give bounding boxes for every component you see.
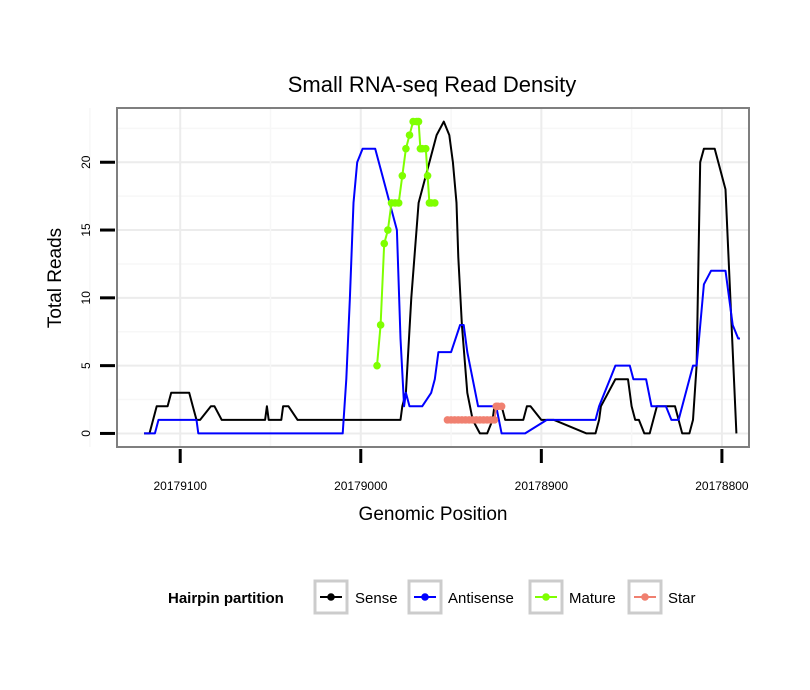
legend-label: Antisense: [448, 590, 514, 607]
x-axis: 20179100 20179000 20178900 20178800: [154, 449, 749, 493]
legend-label: Sense: [355, 590, 398, 607]
legend-key-point: [641, 593, 649, 601]
plot-panel: [117, 108, 749, 447]
legend-item-sense: Sense: [313, 579, 398, 615]
plot-border: [116, 107, 750, 448]
y-tick-label: 10: [79, 291, 93, 305]
data-point: [376, 321, 385, 329]
series-star: [443, 402, 506, 424]
y-axis: 0 5 10 15 20: [79, 155, 115, 437]
series-sense: [144, 120, 738, 435]
data-point: [405, 131, 414, 139]
chart-title: Small RNA-seq Read Density: [288, 72, 577, 97]
legend-label: Star: [668, 590, 696, 607]
data-point: [398, 172, 407, 180]
legend-key-point: [542, 593, 550, 601]
data-point: [414, 117, 423, 126]
series-antisense: [144, 147, 740, 435]
series-line-antisense: [144, 147, 740, 435]
data-point: [402, 144, 410, 153]
legend: Hairpin partition Sense Antisense Mature St…: [168, 579, 696, 615]
legend-key-point: [421, 593, 429, 601]
data-point: [490, 416, 499, 424]
x-tick-label: 20179100: [154, 479, 208, 493]
x-tick-label: 20178800: [695, 479, 749, 493]
x-axis-title: Genomic Position: [359, 504, 508, 525]
y-axis-title: Total Reads: [45, 228, 66, 328]
x-tick-label: 20178900: [515, 479, 569, 493]
data-point: [421, 144, 430, 153]
legend-title: Hairpin partition: [168, 590, 284, 607]
data-point: [431, 199, 439, 207]
x-tick-label: 20179000: [334, 479, 388, 493]
y-tick-label: 5: [79, 362, 93, 369]
series-line-sense: [144, 120, 738, 435]
series-layer: [144, 117, 740, 435]
data-point: [394, 199, 403, 207]
legend-label: Mature: [569, 590, 616, 607]
y-tick-label: 20: [79, 155, 93, 169]
legend-item-star: Star: [627, 579, 696, 615]
data-point: [380, 239, 389, 248]
legend-key-point: [327, 593, 335, 601]
data-point: [497, 402, 506, 411]
legend-item-antisense: Antisense: [407, 579, 514, 615]
data-point: [384, 226, 392, 234]
legend-item-mature: Mature: [528, 579, 616, 615]
data-point: [373, 361, 381, 370]
y-tick-label: 15: [79, 223, 93, 237]
y-tick-label: 0: [79, 430, 93, 437]
data-point: [423, 172, 432, 180]
series-mature: [373, 117, 439, 370]
series-line-mature: [376, 120, 435, 366]
